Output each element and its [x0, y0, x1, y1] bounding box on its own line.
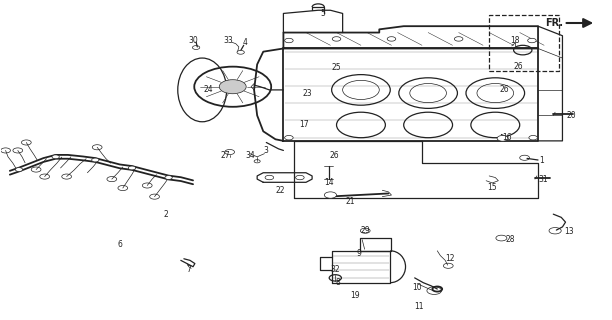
Circle shape [332, 37, 341, 41]
Text: 13: 13 [564, 227, 573, 236]
Text: 18: 18 [510, 36, 520, 45]
Text: 8: 8 [335, 278, 340, 287]
Text: 33: 33 [223, 36, 233, 45]
Text: 15: 15 [487, 183, 497, 192]
Text: 27: 27 [220, 151, 230, 160]
Text: 28: 28 [506, 235, 515, 244]
Text: 7: 7 [186, 265, 191, 275]
Circle shape [237, 50, 244, 54]
Circle shape [454, 37, 463, 41]
Text: 29: 29 [360, 226, 370, 235]
Circle shape [529, 135, 537, 140]
Text: 32: 32 [330, 265, 340, 275]
Circle shape [52, 155, 59, 159]
Text: 11: 11 [414, 302, 424, 311]
Text: 4: 4 [242, 38, 247, 47]
Text: 25: 25 [331, 63, 341, 72]
Circle shape [528, 38, 536, 43]
Text: 2: 2 [163, 210, 168, 219]
Circle shape [496, 235, 507, 241]
Text: 12: 12 [445, 254, 454, 263]
Text: 31: 31 [538, 175, 548, 184]
Text: 9: 9 [357, 250, 362, 259]
Circle shape [497, 135, 508, 141]
Text: 34: 34 [245, 151, 255, 160]
Circle shape [129, 166, 136, 170]
Text: 30: 30 [188, 36, 198, 45]
Text: 23: 23 [302, 89, 312, 98]
Circle shape [15, 168, 23, 172]
Circle shape [92, 158, 99, 162]
Circle shape [296, 175, 304, 180]
Circle shape [285, 38, 293, 43]
Text: FR.: FR. [545, 18, 563, 28]
Text: 21: 21 [345, 197, 355, 206]
Text: 26: 26 [499, 85, 509, 94]
Text: 3: 3 [264, 146, 269, 155]
Circle shape [285, 135, 293, 140]
Text: 10: 10 [412, 283, 422, 292]
Circle shape [265, 175, 274, 180]
Text: 17: 17 [299, 120, 309, 130]
Text: 26: 26 [330, 151, 340, 160]
Text: 1: 1 [539, 156, 543, 164]
Circle shape [219, 80, 246, 94]
Text: 16: 16 [502, 133, 512, 142]
Circle shape [387, 37, 396, 41]
Text: 6: 6 [118, 240, 122, 249]
Text: 5: 5 [321, 9, 326, 18]
Text: 22: 22 [275, 186, 285, 195]
Text: 19: 19 [350, 291, 360, 300]
Circle shape [165, 176, 172, 180]
Text: 20: 20 [567, 111, 577, 120]
Circle shape [360, 228, 370, 233]
Circle shape [324, 192, 337, 198]
Text: 26: 26 [513, 61, 523, 70]
Text: 24: 24 [203, 85, 213, 94]
Text: 14: 14 [324, 178, 334, 187]
